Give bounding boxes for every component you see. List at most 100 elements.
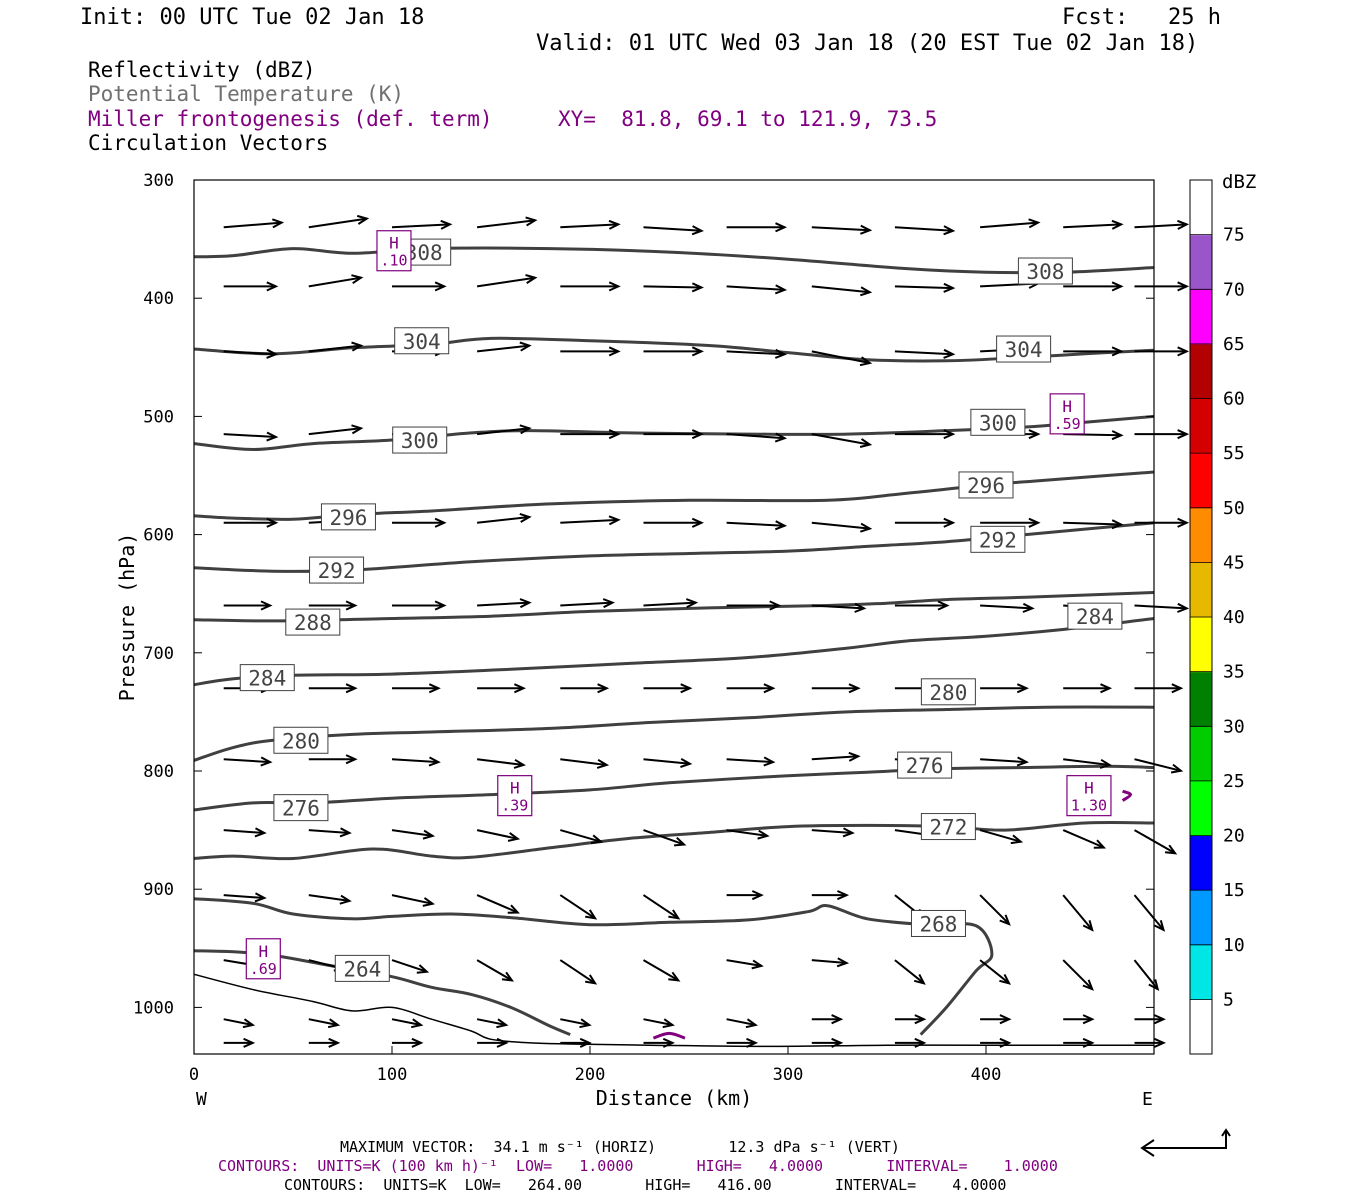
theta-contour-272 bbox=[193, 820, 1155, 861]
vector-shaft bbox=[476, 1018, 507, 1026]
vector-shaft bbox=[476, 894, 519, 914]
vector-head bbox=[440, 219, 453, 230]
vector-shaft bbox=[476, 959, 513, 982]
vector-arrow bbox=[1133, 894, 1166, 932]
colorbar-swatch bbox=[1190, 999, 1212, 1055]
vector-arrow bbox=[476, 512, 532, 524]
vector-head bbox=[1177, 429, 1190, 440]
y-axis-label: Pressure (hPa) bbox=[115, 533, 139, 702]
y-tick-label: 800 bbox=[143, 762, 174, 782]
frontogenesis-max-value: .10 bbox=[380, 252, 407, 270]
vector-arrow bbox=[308, 341, 364, 353]
vector-shaft bbox=[308, 427, 362, 436]
vector-head bbox=[691, 282, 704, 293]
vector-arrow bbox=[894, 225, 956, 236]
vector-head bbox=[914, 1037, 927, 1048]
vector-arrow bbox=[476, 829, 521, 842]
vector-head bbox=[608, 346, 621, 357]
vector-arrow bbox=[643, 429, 704, 440]
vector-shaft bbox=[308, 829, 350, 834]
vector-head bbox=[1028, 429, 1041, 440]
vector-arrow bbox=[726, 348, 788, 359]
vector-arrow bbox=[726, 432, 788, 443]
colorbar-swatch bbox=[1190, 507, 1212, 563]
vector-arrow bbox=[894, 1037, 927, 1048]
theta-contour-268 bbox=[193, 897, 994, 1036]
vector-arrow bbox=[476, 1018, 509, 1029]
vector-shaft bbox=[811, 226, 870, 232]
y-tick-label: 600 bbox=[143, 526, 174, 546]
theta-contour-note: CONTOURS: UNITS=K LOW= 264.00 HIGH= 416.… bbox=[284, 1176, 1007, 1194]
vector-head bbox=[774, 432, 788, 443]
vector-arrow bbox=[476, 959, 515, 982]
vector-head bbox=[597, 683, 610, 694]
frontogenesis-max-label: H bbox=[1062, 397, 1072, 416]
vector-arrow bbox=[476, 274, 538, 288]
vector-arrow bbox=[391, 1018, 424, 1029]
vector-arrow bbox=[980, 218, 1041, 229]
vector-head bbox=[1111, 519, 1124, 530]
colorbar-swatch bbox=[1190, 890, 1212, 946]
vector-arrow bbox=[1063, 219, 1124, 230]
vector-shaft bbox=[223, 433, 276, 438]
vector-head bbox=[507, 832, 521, 842]
vector-head bbox=[943, 429, 956, 440]
vector-head bbox=[434, 281, 447, 292]
vector-head bbox=[1016, 683, 1029, 694]
vector-head bbox=[608, 219, 621, 230]
x-tick-label: 100 bbox=[377, 1065, 408, 1085]
colorbar-swatch bbox=[1190, 835, 1212, 891]
theta-label-264: 264 bbox=[343, 957, 381, 981]
vector-arrow bbox=[894, 1014, 927, 1025]
vector-shaft bbox=[726, 829, 768, 837]
vector-arrow bbox=[643, 517, 704, 528]
vector-head bbox=[271, 218, 285, 229]
vector-arrow bbox=[979, 959, 1012, 985]
y-tick-label: 1000 bbox=[133, 998, 174, 1018]
vector-head bbox=[519, 598, 532, 609]
vector-head bbox=[1177, 219, 1190, 230]
vector-head bbox=[1028, 218, 1041, 229]
vector-arrow bbox=[1134, 602, 1190, 613]
colorbar-swatch bbox=[1190, 234, 1212, 290]
vector-head bbox=[519, 512, 532, 523]
vector-head bbox=[339, 827, 352, 838]
vector-arrow bbox=[643, 1037, 675, 1048]
vector-shaft bbox=[894, 959, 925, 985]
vector-head bbox=[668, 971, 681, 982]
vector-arrow bbox=[392, 517, 447, 528]
vector-arrow bbox=[980, 517, 1041, 528]
y-tick-label: 500 bbox=[143, 407, 174, 427]
vector-arrow bbox=[726, 222, 788, 233]
vector-arrow bbox=[560, 1018, 592, 1029]
axes: 300 400 500 600 700 800 900 1000 0 100 200 300 400 Di… bbox=[115, 171, 1154, 1110]
vector-head bbox=[585, 974, 598, 985]
vector-head bbox=[1022, 602, 1035, 613]
colorbar-label: 40 bbox=[1223, 607, 1245, 628]
vector-arrow bbox=[1062, 829, 1107, 849]
vector-shaft bbox=[811, 350, 870, 364]
vector-shaft bbox=[391, 223, 451, 229]
vector-arrow bbox=[1134, 758, 1184, 774]
east-label: E bbox=[1142, 1089, 1153, 1110]
vector-arrow bbox=[643, 758, 693, 768]
vector-shaft bbox=[477, 601, 530, 607]
vector-arrow bbox=[1134, 281, 1190, 292]
vector-head bbox=[1100, 683, 1113, 694]
vector-arrow bbox=[726, 683, 776, 694]
vector-shaft bbox=[642, 959, 679, 982]
theta-label-box bbox=[1017, 257, 1073, 285]
vector-arrow bbox=[726, 959, 764, 970]
colorbar-swatch bbox=[1190, 398, 1212, 454]
vector-shaft bbox=[308, 217, 367, 229]
vector-arrow bbox=[643, 282, 704, 293]
theta-label-box bbox=[970, 408, 1026, 436]
vector-head bbox=[860, 224, 873, 235]
colorbar-label: 20 bbox=[1223, 826, 1245, 847]
theta-label-296: 296 bbox=[329, 506, 367, 530]
vector-arrow bbox=[223, 827, 267, 838]
west-label: W bbox=[196, 1089, 207, 1110]
theta-label-280: 280 bbox=[929, 681, 967, 705]
x-tick-label: 0 bbox=[189, 1065, 199, 1085]
